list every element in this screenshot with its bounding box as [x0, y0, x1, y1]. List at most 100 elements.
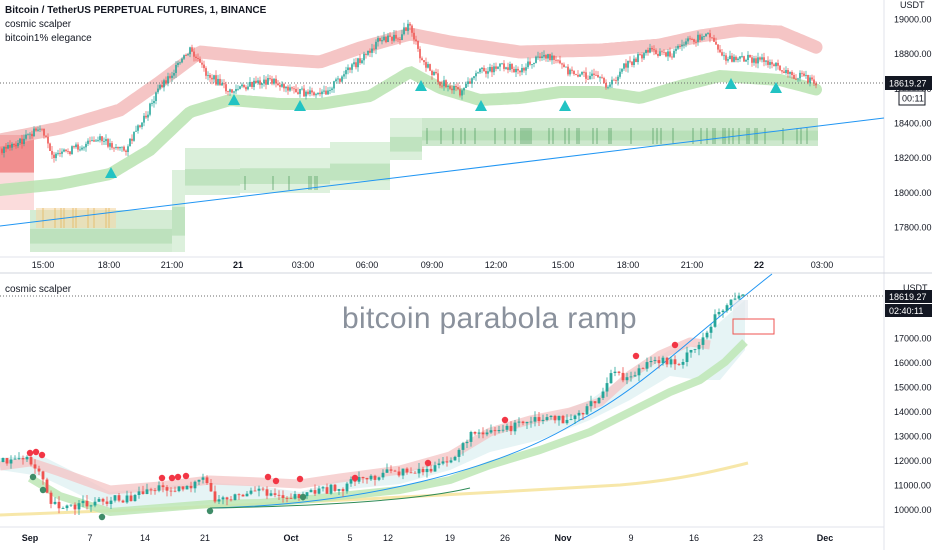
indicator-legend-bitcoin-elegance[interactable]: bitcoin1% elegance: [5, 33, 92, 44]
buy-signal-dot[interactable]: [98, 513, 106, 521]
buy-signal-triangle[interactable]: [475, 100, 487, 111]
candle: [263, 79, 265, 84]
buy-signal-triangle[interactable]: [559, 100, 571, 111]
sell-signal-dot[interactable]: [168, 474, 176, 482]
candle: [231, 89, 233, 93]
candle: [725, 305, 729, 311]
candle: [5, 458, 9, 464]
candle: [803, 73, 805, 76]
candle: [737, 58, 739, 60]
candle: [359, 58, 361, 63]
time-tick-label: 09:00: [421, 260, 444, 270]
candle: [417, 468, 421, 474]
buy-signal-dot[interactable]: [39, 486, 47, 494]
time-tick-label: 15:00: [552, 260, 575, 270]
candle: [229, 89, 231, 92]
bottom-pane: 10000.00 11000.00 12000.00 13000.00 14000.00…: [0, 273, 932, 543]
candle: [449, 86, 451, 89]
candle: [121, 500, 125, 503]
candle: [293, 494, 297, 499]
candle: [553, 55, 555, 60]
buy-signal-triangle[interactable]: [105, 167, 117, 178]
candle: [7, 145, 9, 149]
sell-signal-dot[interactable]: [296, 475, 304, 483]
countdown-badge-lower: [885, 304, 932, 317]
sell-signal-dot[interactable]: [424, 459, 432, 467]
candle: [555, 59, 557, 61]
symbol-title[interactable]: Bitcoin / TetherUS PERPETUAL FUTURES, 1,…: [5, 5, 267, 16]
candle: [289, 498, 293, 499]
buy-signal-triangle[interactable]: [294, 100, 306, 111]
buy-signal-dot[interactable]: [29, 473, 37, 481]
candle: [85, 143, 87, 148]
candle: [455, 85, 457, 88]
candle: [167, 76, 169, 84]
indicator-legend-cosmic-scalper[interactable]: cosmic scalper: [5, 19, 72, 30]
time-tick-label: Oct: [283, 533, 298, 543]
candle: [629, 60, 631, 62]
support-block-core-2: [185, 169, 240, 186]
buy-signal-dot[interactable]: [299, 493, 307, 501]
candle: [533, 417, 537, 422]
candle: [485, 71, 487, 74]
trendline[interactable]: [0, 117, 885, 227]
candle: [739, 56, 741, 59]
time-tick-label: 18:00: [98, 260, 121, 270]
sell-signal-dot[interactable]: [158, 474, 166, 482]
last-price-label: 18619.27: [889, 79, 927, 89]
candle: [227, 91, 229, 92]
candle: [517, 68, 519, 71]
buy-signal-triangle[interactable]: [228, 94, 240, 105]
candle: [195, 56, 197, 58]
candle: [765, 60, 767, 62]
candle: [785, 70, 787, 73]
sell-signal-dot[interactable]: [38, 451, 46, 459]
sell-signal-dot[interactable]: [32, 448, 40, 456]
indicator-legend-lower-cosmic-scalper[interactable]: cosmic scalper: [5, 284, 72, 295]
target-box[interactable]: [732, 318, 775, 335]
buy-signal-triangle[interactable]: [415, 80, 427, 91]
sell-signal-dot[interactable]: [351, 474, 359, 482]
sell-signal-dot[interactable]: [272, 477, 280, 485]
sell-signal-dot[interactable]: [174, 473, 182, 481]
candle: [165, 487, 169, 491]
sell-signal-dot[interactable]: [501, 416, 509, 424]
sell-signal-dot[interactable]: [26, 449, 34, 457]
buy-signal-triangle[interactable]: [725, 78, 737, 89]
candle: [205, 477, 209, 483]
candle: [99, 136, 101, 141]
buy-signal-triangle[interactable]: [770, 82, 782, 93]
candle: [467, 81, 469, 84]
candle: [51, 151, 53, 155]
candle: [531, 64, 533, 65]
candle: [665, 52, 667, 57]
candle: [97, 140, 99, 141]
candle: [213, 75, 215, 80]
candle: [407, 23, 409, 31]
sell-signal-dot[interactable]: [632, 352, 640, 360]
candle: [165, 80, 167, 84]
parabola-curve[interactable]: [209, 273, 773, 509]
candle: [621, 68, 623, 72]
candle: [697, 34, 699, 42]
candle: [367, 50, 369, 55]
sell-signal-dot[interactable]: [182, 472, 190, 480]
buy-signal-dot[interactable]: [206, 507, 214, 515]
candle: [483, 67, 485, 71]
support-block-core-1: [172, 206, 185, 236]
sell-signal-dot[interactable]: [671, 341, 679, 349]
candle: [349, 67, 351, 70]
candle: [363, 53, 365, 61]
candle: [151, 103, 153, 104]
candle: [391, 36, 393, 41]
candle: [797, 78, 799, 80]
candle: [107, 139, 109, 147]
candle: [755, 58, 757, 64]
candle: [509, 425, 513, 432]
candle: [173, 490, 177, 492]
candle: [69, 151, 71, 155]
candle: [319, 92, 321, 95]
sell-signal-dot[interactable]: [264, 473, 272, 481]
candle: [477, 432, 481, 434]
